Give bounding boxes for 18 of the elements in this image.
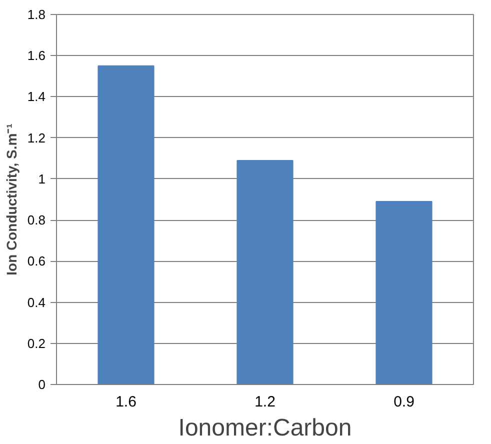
y-tick-label: 0.6 xyxy=(27,254,46,269)
y-tick-label: 1.4 xyxy=(27,89,46,104)
bar xyxy=(236,160,294,384)
y-tick-label: 1.6 xyxy=(27,48,46,64)
x-tick-label: 1.6 xyxy=(116,394,136,410)
y-axis-title: Ion Conductivity, S.m⁻¹ xyxy=(3,123,20,276)
x-tick-label: 0.9 xyxy=(394,394,414,410)
x-axis-title: Ionomer:Carbon xyxy=(178,414,352,442)
bar xyxy=(98,65,154,384)
y-tick-label: 1 xyxy=(38,171,46,186)
y-tick-label: 0.2 xyxy=(27,336,46,351)
y-tick-label: 1.2 xyxy=(27,130,46,146)
y-tick-label: 1.8 xyxy=(27,7,46,22)
x-tick-label: 1.2 xyxy=(254,394,276,410)
y-tick-label: 0.4 xyxy=(27,294,46,310)
y-tick-label: 0 xyxy=(38,377,46,392)
bar xyxy=(376,201,432,384)
y-tick-label: 0.8 xyxy=(27,212,46,228)
